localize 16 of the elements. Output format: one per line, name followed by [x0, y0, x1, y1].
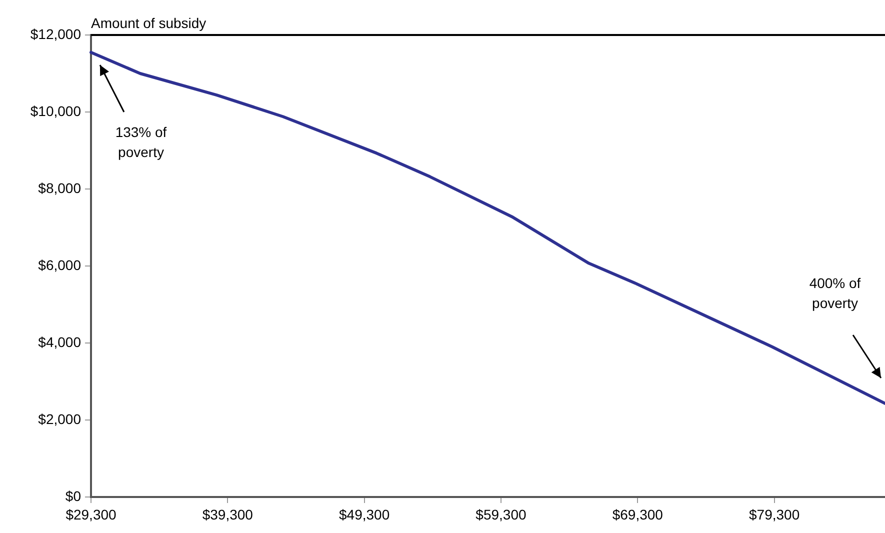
y-tick-label: $12,000 — [30, 26, 82, 42]
y-tick-label: $2,000 — [38, 410, 82, 427]
annotation: 400% of poverty — [809, 275, 861, 311]
y-tick-label: $0 — [65, 488, 82, 504]
x-tick-label: $69,300 — [612, 506, 664, 522]
x-tick-label: $49,300 — [339, 506, 390, 522]
x-tick-label: $39,300 — [202, 506, 254, 522]
y-tick-label: $6,000 — [38, 256, 82, 273]
x-tick-label: $59,300 — [476, 506, 526, 522]
x-tick-label: $29,300 — [66, 506, 117, 522]
y-axis-title: Amount of subsidy — [91, 15, 206, 31]
y-tick-label: $4,000 — [38, 334, 82, 350]
x-tick-label: $79,300 — [749, 506, 800, 522]
annotation: 133% of poverty — [115, 124, 167, 160]
y-tick-label: $8,000 — [38, 180, 82, 196]
y-tick-label: $10,000 — [30, 102, 82, 119]
